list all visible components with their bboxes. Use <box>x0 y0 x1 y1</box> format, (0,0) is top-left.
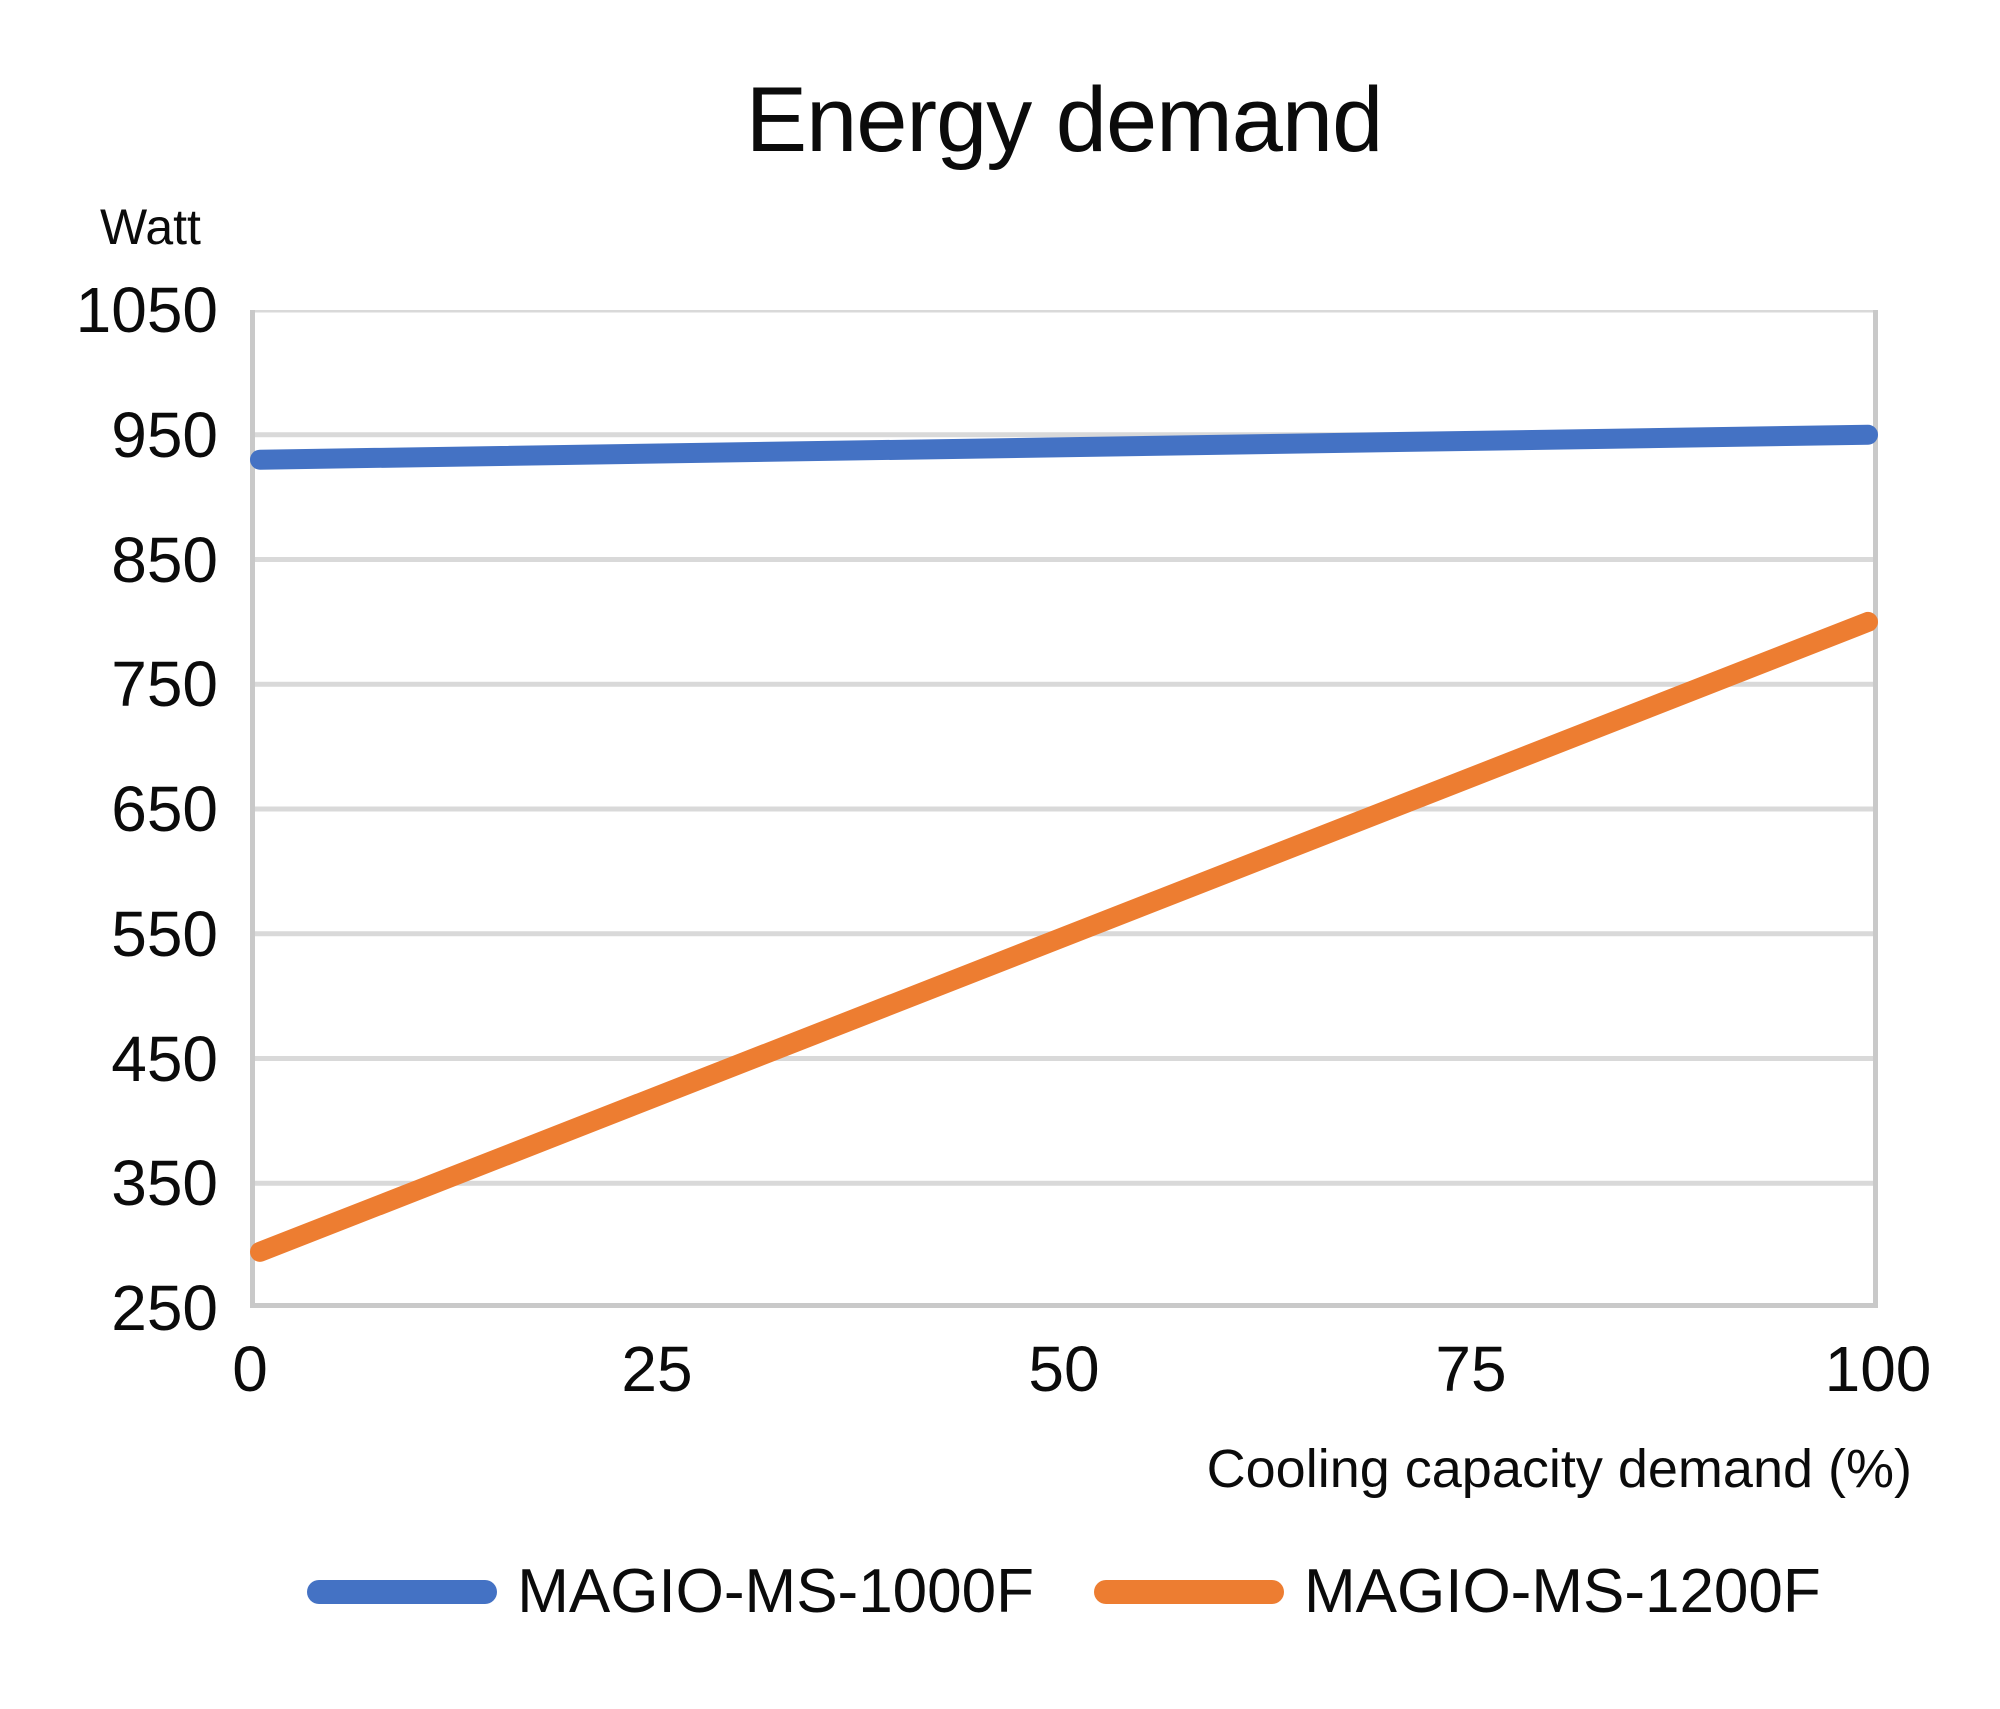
x-tick-label: 75 <box>1435 1333 1507 1405</box>
legend-item-magio-ms-1000f: MAGIO-MS-1000F <box>307 1556 1034 1627</box>
y-tick-label: 950 <box>111 398 218 471</box>
legend-line-swatch-orange <box>1094 1579 1284 1604</box>
y-tick-label: 750 <box>111 648 218 721</box>
y-tick-label: 650 <box>111 773 218 845</box>
y-axis-unit-label: Watt <box>100 199 201 255</box>
chart-title: Energy demand <box>745 69 1384 171</box>
plot-area <box>250 310 1878 1308</box>
y-tick-label: 850 <box>111 523 218 596</box>
chart-legend: MAGIO-MS-1000F MAGIO-MS-1200F <box>250 1556 1878 1627</box>
legend-label: MAGIO-MS-1000F <box>517 1557 1034 1626</box>
x-axis-title: Cooling capacity demand (%) <box>1206 1439 1912 1499</box>
plot-svg <box>250 310 1878 1308</box>
x-tick-label: 25 <box>621 1333 693 1405</box>
axis-border <box>250 310 1878 1308</box>
legend-line-swatch-blue <box>307 1579 498 1604</box>
series-line-magio-ms-1200f <box>250 611 1878 1262</box>
y-tick-label: 250 <box>111 1272 218 1344</box>
y-tick-label: 550 <box>111 897 218 970</box>
y-tick-label: 350 <box>111 1147 218 1220</box>
legend-label: MAGIO-MS-1200F <box>1304 1557 1821 1626</box>
series-line-magio-ms-1000f <box>250 424 1878 470</box>
legend-item-magio-ms-1200f: MAGIO-MS-1200F <box>1094 1556 1821 1627</box>
y-tick-label: 1050 <box>75 274 218 346</box>
x-tick-label: 100 <box>1824 1333 1932 1405</box>
y-tick-label: 450 <box>111 1022 218 1095</box>
x-tick-label: 50 <box>1028 1333 1100 1405</box>
y-axis-tick-labels: 250 350 450 550 650 750 850 950 1050 <box>0 274 218 1344</box>
x-axis-tick-labels: 0 25 50 75 100 <box>232 1332 1931 1412</box>
x-tick-label: 0 <box>232 1333 268 1405</box>
